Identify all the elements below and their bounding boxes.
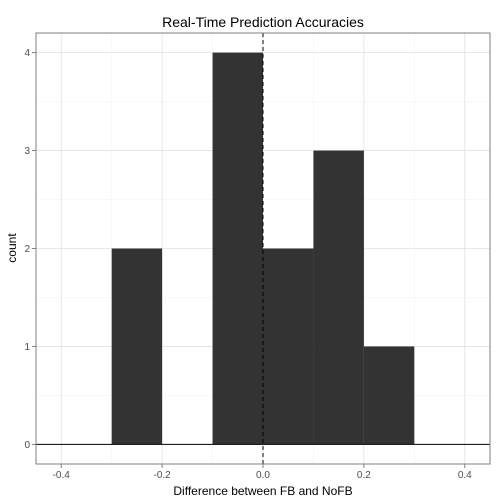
y-axis-ticks: 0 1 2 3 4 <box>24 48 36 451</box>
chart-title: Real-Time Prediction Accuracies <box>162 14 364 30</box>
histogram-bar <box>212 52 263 445</box>
histogram-bar <box>111 248 163 445</box>
x-tick-label: 0.4 <box>458 470 472 481</box>
y-tick-label: 2 <box>24 244 30 255</box>
histogram-bar <box>263 248 314 445</box>
histogram-bars <box>111 52 415 445</box>
y-tick-label: 1 <box>24 342 30 353</box>
histogram-bar <box>313 150 364 445</box>
reference-lines <box>36 33 490 464</box>
x-axis-ticks: -0.4 -0.2 0.0 0.2 0.4 <box>53 464 472 481</box>
histogram-bar <box>363 346 415 445</box>
y-tick-label: 4 <box>24 48 30 59</box>
x-tick-label: 0.2 <box>357 470 371 481</box>
y-axis-label: count <box>5 233 19 263</box>
x-tick-label: -0.2 <box>153 470 171 481</box>
x-tick-label: 0.0 <box>256 470 270 481</box>
y-tick-label: 0 <box>24 440 30 451</box>
y-tick-label: 3 <box>24 146 30 157</box>
x-axis-label: Difference between FB and NoFB <box>173 484 352 498</box>
x-tick-label: -0.4 <box>53 470 71 481</box>
